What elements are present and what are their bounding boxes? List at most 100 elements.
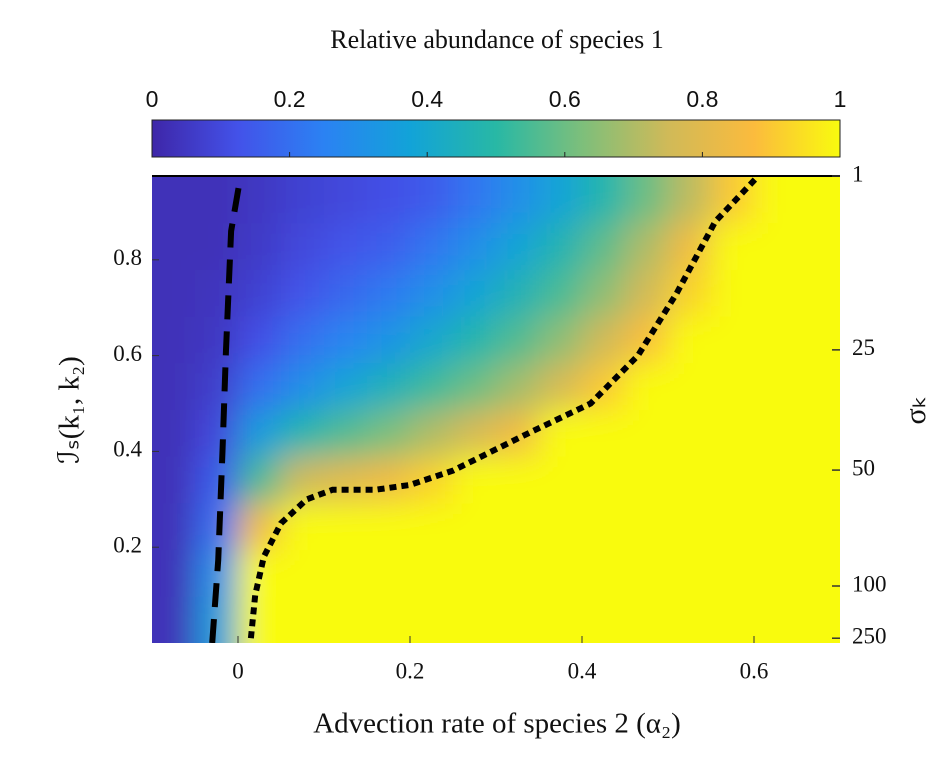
heatmap-cell <box>195 176 239 224</box>
heatmap-cell <box>152 176 196 224</box>
heatmap-cell <box>539 456 583 504</box>
colorbar <box>151 119 841 158</box>
heatmap-cell <box>367 176 411 224</box>
heatmap-cell <box>797 269 840 317</box>
heatmap-cell <box>152 549 196 597</box>
heatmap-cell <box>582 549 626 597</box>
heatmap-cell <box>625 502 669 551</box>
heatmap-cell <box>367 502 411 551</box>
heatmap-cell <box>797 176 840 224</box>
heatmap-cell <box>625 222 669 270</box>
heatmap-cell <box>711 222 755 270</box>
heatmap-cell <box>410 596 454 643</box>
y2-tick-label: 50 <box>852 455 875 480</box>
heatmap-cell <box>238 176 282 224</box>
heatmap-cell <box>496 456 540 504</box>
heatmap-cell <box>668 596 712 643</box>
heatmap-cell <box>453 456 497 504</box>
heatmap-cell <box>410 316 454 364</box>
heatmap-cell <box>453 596 497 643</box>
heatmap-cell <box>754 222 798 270</box>
heatmap-cell <box>539 176 583 224</box>
heatmap-cell <box>668 549 712 597</box>
heatmap-cell <box>238 362 282 410</box>
heatmap-cell <box>281 456 325 504</box>
heatmap-cell <box>367 549 411 597</box>
heatmap-cell <box>582 269 626 317</box>
heatmap-cell <box>453 222 497 270</box>
x-tick-label: 0.6 <box>740 658 769 683</box>
heatmap-cell <box>711 596 755 643</box>
heatmap-cell <box>668 409 712 457</box>
heatmap-cell <box>324 222 368 270</box>
heatmap-cell <box>754 176 798 224</box>
heatmap-cell <box>367 409 411 457</box>
heatmap-cell <box>797 222 840 270</box>
heatmap-cell <box>238 456 282 504</box>
heatmap-cell <box>539 222 583 270</box>
y-tick-label: 0.6 <box>113 341 142 366</box>
heatmap-cell <box>152 222 196 270</box>
heatmap-cell <box>453 176 497 224</box>
heatmap-cell <box>625 362 669 410</box>
heatmap-cell <box>238 596 282 643</box>
heatmap-cell <box>539 549 583 597</box>
y2-tick-label: 250 <box>852 623 887 648</box>
heatmap-cell <box>152 502 196 551</box>
heatmap-cell <box>496 269 540 317</box>
heatmap-cell <box>754 269 798 317</box>
colorbar-title: Relative abundance of species 1 <box>330 25 664 54</box>
heatmap-cell <box>496 176 540 224</box>
heatmap-cell <box>238 222 282 270</box>
x-tick-label: 0 <box>232 658 244 683</box>
heatmap-cell <box>281 596 325 643</box>
heatmap-cell <box>754 596 798 643</box>
heatmap-cell <box>797 316 840 364</box>
heatmap-cell <box>496 502 540 551</box>
heatmap-cell <box>281 269 325 317</box>
heatmap-cell <box>195 409 239 457</box>
colorbar-tick-label: 1 <box>834 86 847 112</box>
heatmap-cell <box>625 409 669 457</box>
y2-tick-label: 1 <box>852 161 864 186</box>
heatmap-cell <box>152 596 196 643</box>
heatmap-cell <box>410 549 454 597</box>
x-tick-label: 0.4 <box>568 658 597 683</box>
heatmap <box>152 176 840 643</box>
heatmap-cell <box>281 409 325 457</box>
heatmap-cell <box>582 456 626 504</box>
heatmap-cell <box>281 362 325 410</box>
colorbar-tick-label: 0.4 <box>411 86 443 112</box>
heatmap-cell <box>668 176 712 224</box>
heatmap-cell <box>238 502 282 551</box>
heatmap-cell <box>582 409 626 457</box>
heatmap-cell <box>711 362 755 410</box>
heatmap-cell <box>195 362 239 410</box>
heatmap-cell <box>797 362 840 410</box>
heatmap-cell <box>582 596 626 643</box>
heatmap-cell <box>453 409 497 457</box>
heatmap-cell <box>711 456 755 504</box>
heatmap-cell <box>797 502 840 551</box>
heatmap-cell <box>410 502 454 551</box>
heatmap-cell <box>539 596 583 643</box>
heatmap-cell <box>152 362 196 410</box>
heatmap-cell <box>152 316 196 364</box>
heatmap-cell <box>582 176 626 224</box>
heatmap-cell <box>797 596 840 643</box>
heatmap-cell <box>324 409 368 457</box>
heatmap-cell <box>754 502 798 551</box>
heatmap-cell <box>324 596 368 643</box>
heatmap-cell <box>625 176 669 224</box>
heatmap-cell <box>324 176 368 224</box>
heatmap-cell <box>152 269 196 317</box>
heatmap-cell <box>324 269 368 317</box>
y-tick-label: 0.2 <box>113 532 142 557</box>
heatmap-cells <box>152 176 840 643</box>
heatmap-cell <box>324 362 368 410</box>
heatmap-cell <box>668 362 712 410</box>
heatmap-cell <box>195 456 239 504</box>
heatmap-cell <box>281 222 325 270</box>
heatmap-cell <box>582 316 626 364</box>
